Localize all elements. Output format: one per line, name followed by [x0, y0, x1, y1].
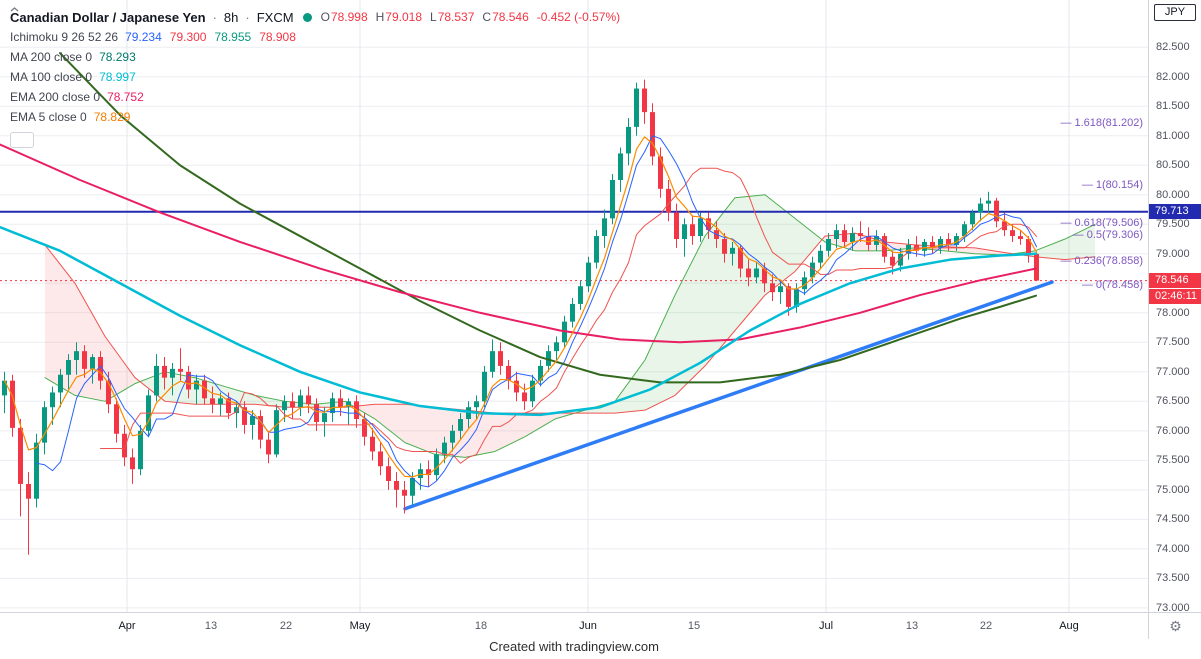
indicator-row-ema200[interactable]: EMA 200 close 0 78.752: [10, 87, 620, 107]
price-tick-label: 77.500: [1156, 336, 1190, 349]
price-tick-label: 74.500: [1156, 513, 1190, 526]
price-tick-label: 75.000: [1156, 483, 1190, 496]
price-tick-label: 77.000: [1156, 365, 1190, 378]
high-label: H: [375, 10, 385, 24]
attribution-text: Created with tradingview.com: [489, 639, 659, 654]
time-tick-label: 22: [279, 620, 293, 632]
fib-level-label: — 0.236(78.858): [1060, 255, 1143, 268]
time-tick-label: Aug: [1059, 620, 1079, 632]
axis-settings-corner: ⚙: [1148, 612, 1201, 639]
indicator-row-ichimoku[interactable]: Ichimoku 9 26 52 26 79.234 79.300 78.955…: [10, 27, 620, 47]
ichimoku-senkou-b-value: 78.908: [259, 30, 296, 44]
change-value: -0.452 (-0.57%): [536, 10, 621, 24]
fib-level-label: — 1(80.154): [1081, 178, 1143, 191]
time-tick-label: 13: [905, 620, 919, 632]
ohlc-readout: O 78.998 H 79.018 L 78.537 C 78.546 -0.452 (…: [321, 10, 621, 24]
separator-dot: ·: [212, 9, 217, 25]
ichimoku-senkou-a-value: 78.955: [214, 30, 252, 44]
ema5-value: 78.829: [93, 110, 131, 124]
close-value: 78.546: [492, 10, 529, 24]
last-price-badge: 78.546: [1149, 273, 1201, 289]
price-tick-label: 78.000: [1156, 306, 1190, 319]
fib-level-label: — 0.5(79.306): [1072, 228, 1143, 241]
chart-area[interactable]: — 1.618(81.202) — 1(80.154) — 0.618(79.506…: [0, 0, 1148, 612]
market-status-icon[interactable]: [302, 12, 312, 22]
price-tick-label: 81.000: [1156, 129, 1190, 142]
drawings-layer: [0, 210, 1148, 511]
interval-label[interactable]: 8h: [223, 9, 239, 25]
price-tick-label: 81.500: [1156, 100, 1190, 113]
bar-countdown-badge: 02:46:11: [1149, 288, 1201, 304]
grid-layer: [0, 0, 1148, 612]
ichimoku-tenkan-value: 79.234: [125, 30, 162, 44]
time-tick-label: Jul: [818, 620, 834, 632]
time-tick-label: 18: [474, 620, 488, 632]
open-value: 78.998: [330, 10, 368, 24]
open-label: O: [320, 10, 330, 24]
time-tick-label: May: [349, 620, 371, 632]
ichimoku-lines-layer: [36, 135, 1037, 488]
close-label: C: [482, 10, 492, 24]
price-tick-label: 80.500: [1156, 159, 1190, 172]
indicator-row-ema5[interactable]: EMA 5 close 0 78.829: [10, 107, 620, 127]
time-tick-label: 22: [979, 620, 993, 632]
symbol-title: Canadian Dollar / Japanese Yen: [10, 9, 206, 25]
indicator-title: EMA 5 close 0: [10, 110, 87, 124]
ma200-value: 78.293: [99, 50, 136, 64]
exchange-label: FXCM: [256, 9, 294, 25]
time-tick-label: 13: [204, 620, 218, 632]
price-tick-label: 73.500: [1156, 572, 1190, 585]
price-tick-label: 79.500: [1156, 218, 1190, 231]
currency-unit-button[interactable]: JPY: [1154, 4, 1196, 21]
indicator-row-ma100[interactable]: MA 100 close 0 78.997: [10, 67, 620, 87]
low-value: 78.537: [437, 10, 475, 24]
indicator-title: EMA 200 close 0: [10, 90, 101, 104]
time-axis[interactable]: Apr 13 22 May 18 Jun 15 Jul 13 22 Aug: [0, 612, 1148, 639]
separator-dot: ·: [245, 9, 250, 25]
high-value: 79.018: [385, 10, 422, 24]
time-tick-label: 15: [687, 620, 701, 632]
legend: Canadian Dollar / Japanese Yen · 8h · FX…: [10, 7, 620, 148]
low-label: L: [430, 10, 437, 24]
legend-collapse-button[interactable]: [10, 7, 34, 148]
price-tick-label: 76.000: [1156, 424, 1190, 437]
time-tick-label: Apr: [118, 620, 136, 632]
indicator-row-ma200[interactable]: MA 200 close 0 78.293: [10, 47, 620, 67]
price-chart-svg[interactable]: [0, 0, 1148, 612]
price-tick-label: 74.000: [1156, 542, 1190, 555]
time-tick-label: Jun: [579, 620, 597, 632]
price-tick-label: 73.000: [1156, 601, 1190, 614]
level-price-badge: 79.713: [1149, 204, 1201, 220]
price-tick-label: 82.500: [1156, 41, 1190, 54]
ema200-value: 78.752: [107, 90, 144, 104]
price-axis[interactable]: JPY 82.500 82.000 81.500 81.000 80.500 80.000…: [1148, 0, 1201, 614]
candles-layer: [2, 79, 1039, 555]
fib-level-label: — 0(78.458): [1081, 278, 1143, 291]
chevron-up-icon: [10, 7, 19, 12]
ma-layer: [0, 52, 1038, 478]
fib-level-label: — 1.618(81.202): [1060, 116, 1143, 129]
price-tick-label: 79.000: [1156, 247, 1190, 260]
indicator-title: Ichimoku 9 26 52 26: [10, 30, 119, 44]
price-tick-label: 80.000: [1156, 188, 1190, 201]
fib-level-label: — 0.618(79.506): [1060, 216, 1143, 229]
ma100-value: 78.997: [99, 70, 136, 84]
symbol-legend-row[interactable]: Canadian Dollar / Japanese Yen · 8h · FX…: [10, 7, 620, 27]
price-tick-label: 75.500: [1156, 454, 1190, 467]
price-tick-label: 82.000: [1156, 70, 1190, 83]
ichimoku-kijun-value: 79.300: [169, 30, 207, 44]
gear-icon[interactable]: ⚙: [1169, 617, 1182, 634]
indicator-title: MA 200 close 0: [10, 50, 93, 64]
indicator-title: MA 100 close 0: [10, 70, 93, 84]
price-tick-label: 76.500: [1156, 395, 1190, 408]
